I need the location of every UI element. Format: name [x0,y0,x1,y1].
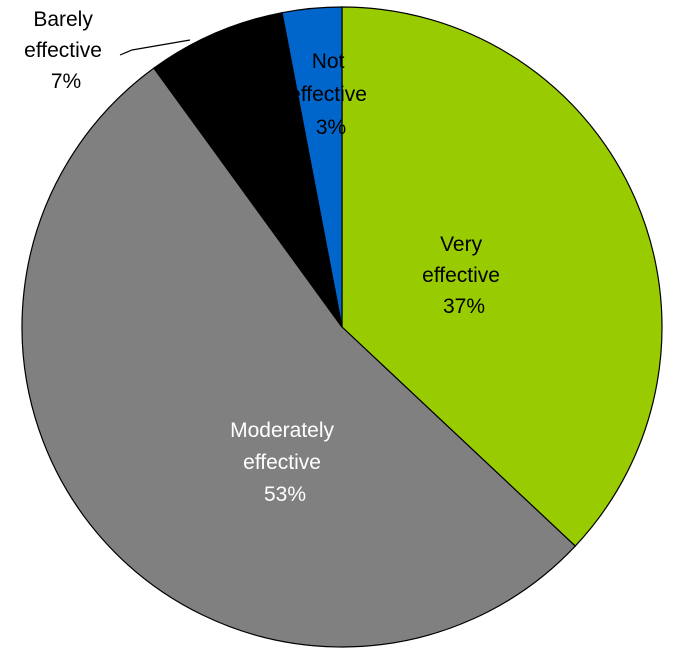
label-not-effective-line2: effective [289,83,367,106]
label-very-effective-line2: effective [422,264,500,287]
label-very-effective: Very effective 37% [422,233,506,318]
label-barely-effective-value: 7% [51,70,81,93]
label-barely-effective: Barely effective 7% [24,8,108,93]
slice-labels: Very effective 37% Moderately effective … [24,8,506,506]
label-moderately-effective-line2: effective [243,451,321,474]
label-barely-effective-line2: effective [24,39,102,62]
slice-moderately-effective [21,67,577,648]
label-very-effective-line1: Very [440,233,483,256]
slice-not-effective [281,6,343,328]
pie-slices [21,6,663,648]
label-not-effective-line1: Not [312,50,345,73]
label-moderately-effective: Moderately effective 53% [230,419,340,506]
slice-very-effective [341,6,663,547]
leader-line-barely-effective [119,39,191,56]
label-moderately-effective-line1: Moderately [230,419,334,442]
label-not-effective-value: 3% [316,116,346,139]
label-barely-effective-line1: Barely [33,8,93,31]
label-very-effective-value: 37% [443,295,485,318]
leader-lines [119,39,191,56]
slice-barely-effective [153,11,343,328]
label-not-effective: Not effective 3% [289,50,373,139]
label-moderately-effective-value: 53% [264,483,306,506]
